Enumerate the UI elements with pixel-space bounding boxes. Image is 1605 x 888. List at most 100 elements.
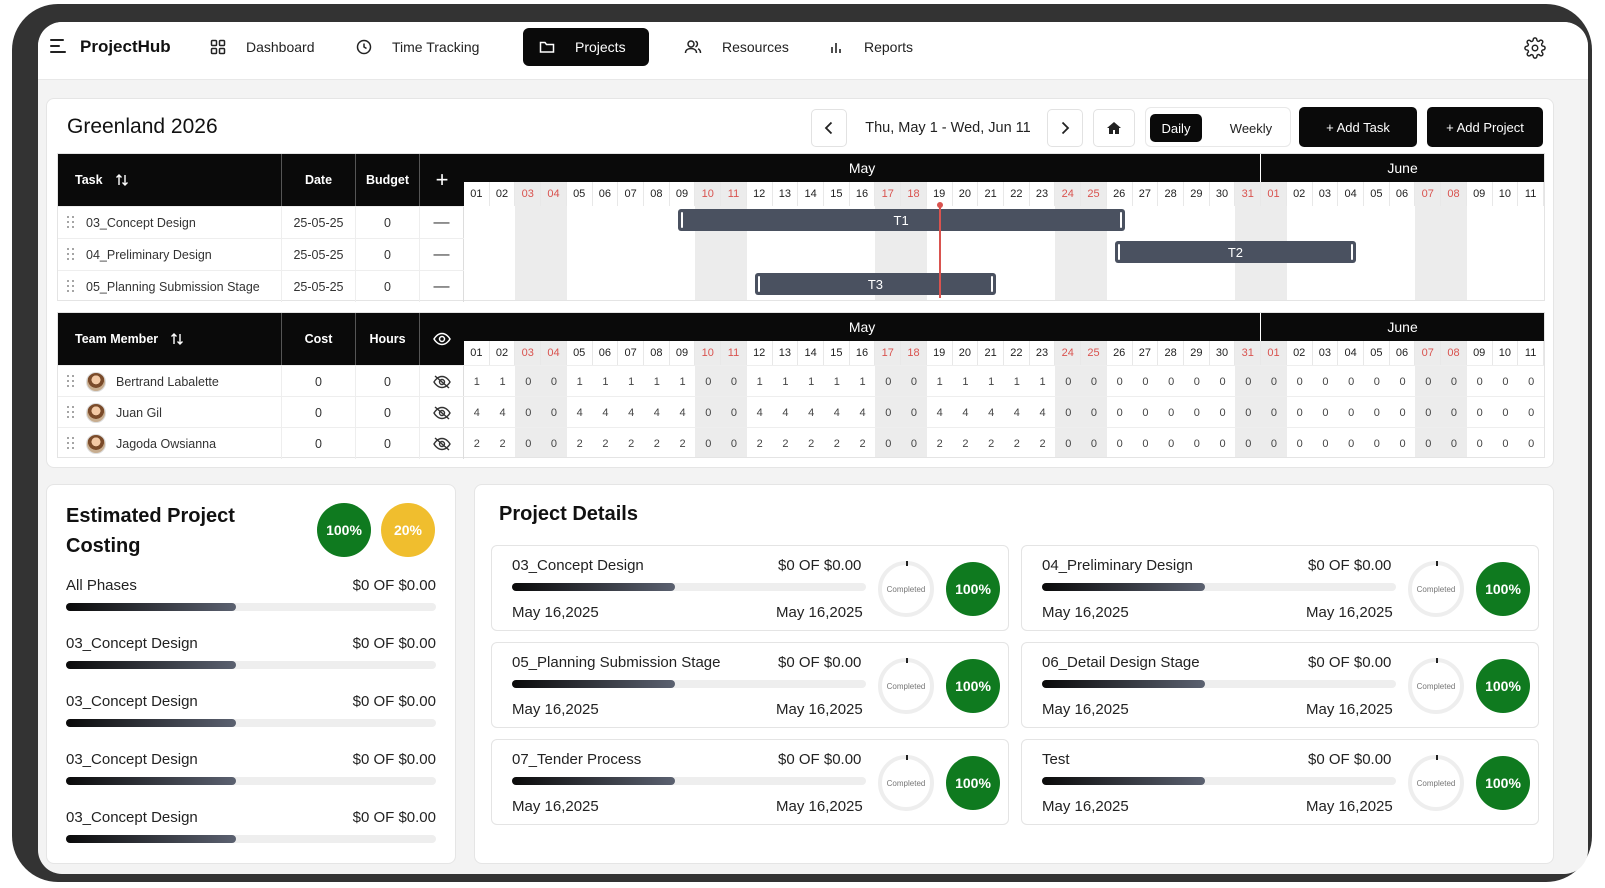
daily-hours-cell[interactable]: 1: [833, 375, 840, 388]
phase-card[interactable]: 05_Planning Submission Stage $0 OF $0.00 M…: [491, 642, 1009, 728]
task-row[interactable]: 04_Preliminary Design 25-05-25 0—: [58, 238, 464, 270]
daily-hours-cell[interactable]: 0: [1348, 437, 1355, 450]
daily-hours-cell[interactable]: 0: [1476, 375, 1483, 388]
daily-hours-cell[interactable]: 2: [808, 437, 815, 450]
daily-hours-cell[interactable]: 2: [602, 437, 609, 450]
daily-hours-cell[interactable]: 0: [1219, 406, 1226, 419]
daily-hours-cell[interactable]: 0: [1065, 375, 1072, 388]
daily-hours-cell[interactable]: 0: [1348, 406, 1355, 419]
task-row[interactable]: 03_Concept Design 25-05-25 0—: [58, 206, 464, 238]
daily-hours-cell[interactable]: 0: [1116, 406, 1123, 419]
daily-hours-cell[interactable]: 4: [833, 406, 840, 419]
daily-hours-cell[interactable]: 0: [1296, 437, 1303, 450]
app-logo[interactable]: ProjectHub: [80, 37, 171, 56]
daily-hours-cell[interactable]: 0: [1296, 406, 1303, 419]
daily-hours-cell[interactable]: 2: [859, 437, 866, 450]
daily-hours-cell[interactable]: 0: [1219, 375, 1226, 388]
nav-reports[interactable]: Reports: [812, 28, 929, 66]
daily-hours-cell[interactable]: 0: [910, 375, 918, 388]
daily-hours-cell[interactable]: 0: [1193, 375, 1200, 388]
daily-hours-cell[interactable]: 1: [628, 375, 635, 388]
daily-hours-cell[interactable]: 0: [1142, 437, 1149, 450]
prev-range-button[interactable]: [811, 109, 847, 147]
daily-hours-cell[interactable]: 0: [1348, 375, 1355, 388]
daily-hours-cell[interactable]: 0: [550, 375, 558, 388]
daily-hours-cell[interactable]: 2: [936, 437, 943, 450]
visibility-eye-icon[interactable]: [420, 313, 464, 365]
daily-hours-cell[interactable]: 0: [1270, 437, 1278, 450]
daily-hours-cell[interactable]: 1: [808, 375, 815, 388]
daily-hours-cell[interactable]: 0: [1193, 437, 1200, 450]
daily-hours-cell[interactable]: 1: [782, 375, 789, 388]
daily-hours-cell[interactable]: 0: [1528, 437, 1535, 450]
drag-handle-icon[interactable]: [67, 280, 75, 294]
daily-hours-cell[interactable]: 1: [499, 375, 506, 388]
daily-hours-cell[interactable]: 0: [1450, 437, 1458, 450]
menu-icon[interactable]: [50, 39, 68, 55]
daily-hours-cell[interactable]: 0: [1065, 406, 1072, 419]
daily-hours-cell[interactable]: 0: [1116, 437, 1123, 450]
nav-time-tracking[interactable]: Time Tracking: [340, 28, 495, 66]
daily-hours-cell[interactable]: 1: [756, 375, 763, 388]
daily-hours-cell[interactable]: 0: [730, 406, 738, 419]
daily-hours-cell[interactable]: 0: [1116, 375, 1123, 388]
daily-hours-cell[interactable]: 2: [833, 437, 840, 450]
team-member-column-header[interactable]: Team Member: [58, 313, 282, 365]
daily-hours-cell[interactable]: 2: [653, 437, 660, 450]
settings-gear-icon[interactable]: [1524, 37, 1546, 59]
phase-card[interactable]: 06_Detail Design Stage $0 OF $0.00 May 16,…: [1021, 642, 1539, 728]
daily-hours-cell[interactable]: 4: [679, 406, 686, 419]
daily-hours-cell[interactable]: 4: [1039, 406, 1046, 419]
daily-hours-cell[interactable]: 4: [628, 406, 635, 419]
daily-hours-cell[interactable]: 0: [1322, 375, 1329, 388]
daily-hours-cell[interactable]: 1: [988, 375, 995, 388]
daily-hours-cell[interactable]: 0: [1450, 406, 1458, 419]
daily-hours-cell[interactable]: 0: [730, 437, 738, 450]
daily-hours-cell[interactable]: 0: [1270, 406, 1278, 419]
daily-hours-cell[interactable]: 0: [885, 437, 892, 450]
daily-hours-cell[interactable]: 4: [1013, 406, 1020, 419]
daily-hours-cell[interactable]: 2: [628, 437, 635, 450]
daily-hours-cell[interactable]: 0: [1245, 437, 1252, 450]
team-member-row[interactable]: Jagoda Owsianna 0 0: [58, 427, 464, 459]
nav-resources[interactable]: Resources: [668, 28, 805, 66]
daily-hours-cell[interactable]: 1: [602, 375, 609, 388]
daily-hours-cell[interactable]: 0: [1450, 375, 1458, 388]
daily-hours-cell[interactable]: 0: [1373, 375, 1380, 388]
daily-hours-cell[interactable]: 0: [1476, 437, 1483, 450]
daily-hours-cell[interactable]: 4: [936, 406, 943, 419]
add-task-button[interactable]: + Add Task: [1299, 107, 1417, 147]
daily-hours-cell[interactable]: 1: [936, 375, 943, 388]
phase-card[interactable]: Test $0 OF $0.00 May 16,2025 May 16,2025 Com…: [1021, 739, 1539, 825]
daily-hours-cell[interactable]: 1: [653, 375, 660, 388]
daily-hours-cell[interactable]: 0: [1322, 406, 1329, 419]
hide-eye-off-icon[interactable]: [420, 397, 464, 428]
daily-hours-cell[interactable]: 0: [885, 375, 892, 388]
daily-hours-cell[interactable]: 0: [550, 406, 558, 419]
drag-handle-icon[interactable]: [67, 216, 75, 230]
daily-hours-cell[interactable]: 2: [499, 437, 506, 450]
daily-hours-cell[interactable]: 0: [730, 375, 738, 388]
daily-hours-cell[interactable]: 0: [1270, 375, 1278, 388]
gantt-bar[interactable]: T1: [677, 209, 1125, 231]
add-row-plus-icon[interactable]: +: [435, 167, 449, 192]
daily-hours-cell[interactable]: 0: [1142, 375, 1149, 388]
next-range-button[interactable]: [1047, 109, 1083, 147]
gantt-bar[interactable]: T3: [754, 273, 996, 295]
daily-hours-cell[interactable]: 0: [1373, 406, 1380, 419]
daily-hours-cell[interactable]: 0: [1142, 406, 1149, 419]
daily-hours-cell[interactable]: 2: [1039, 437, 1046, 450]
daily-hours-cell[interactable]: 0: [1245, 375, 1252, 388]
daily-hours-cell[interactable]: 0: [705, 406, 712, 419]
daily-hours-cell[interactable]: 4: [499, 406, 506, 419]
daily-hours-cell[interactable]: 0: [1168, 375, 1175, 388]
daily-hours-cell[interactable]: 0: [1425, 437, 1432, 450]
daily-hours-cell[interactable]: 0: [1502, 406, 1509, 419]
phase-card[interactable]: 07_Tender Process $0 OF $0.00 May 16,2025 M…: [491, 739, 1009, 825]
hide-eye-off-icon[interactable]: [420, 428, 464, 459]
daily-hours-cell[interactable]: 0: [1065, 437, 1072, 450]
drag-handle-icon[interactable]: [67, 437, 75, 451]
daily-hours-cell[interactable]: 0: [1090, 437, 1098, 450]
daily-hours-cell[interactable]: 0: [1425, 375, 1432, 388]
add-project-button[interactable]: + Add Project: [1427, 107, 1543, 147]
